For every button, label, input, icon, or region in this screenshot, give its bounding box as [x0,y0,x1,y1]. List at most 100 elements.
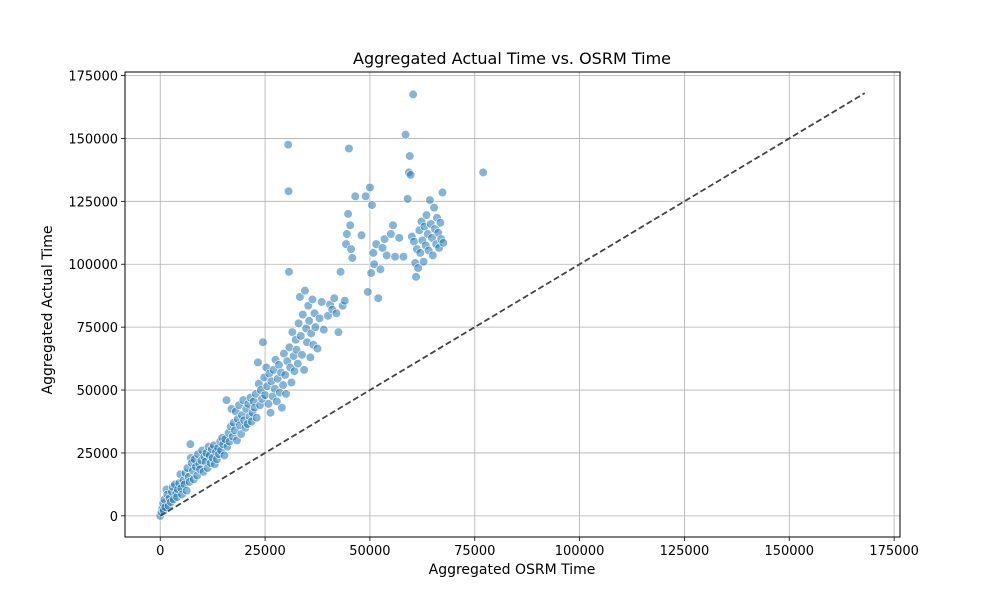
y-tick-label: 150000 [68,132,118,147]
data-point [295,292,305,302]
chart-title: Aggregated Actual Time vs. OSRM Time [353,49,671,68]
data-point [312,343,323,354]
data-point [303,301,313,311]
data-point [278,380,288,390]
data-point [356,230,367,240]
data-point [333,327,344,337]
x-tick-label: 0 [156,544,164,559]
data-point [344,143,354,154]
data-point [345,220,355,230]
data-point [305,352,315,362]
x-tick-label: 150000 [764,544,814,559]
data-point [304,316,314,326]
data-point [286,377,297,388]
data-point [293,359,303,369]
data-point [400,130,411,140]
data-point [263,399,274,409]
data-point [361,191,371,201]
data-point [274,360,284,370]
data-point [427,233,437,243]
data-point [428,250,438,261]
data-point [421,210,432,220]
data-point [365,182,375,193]
data-point [253,357,263,367]
data-point [437,187,448,198]
data-point [425,195,435,205]
y-tick-label: 100000 [68,258,118,273]
data-point [284,267,294,277]
data-point [415,248,425,258]
data-point [413,263,423,273]
x-tick-label: 175000 [869,544,919,559]
data-point [388,220,398,230]
data-point [369,259,379,269]
data-point [260,390,270,400]
reference-line [159,92,866,517]
data-point [232,435,242,445]
data-point [298,309,308,320]
data-point [342,229,352,239]
data-point [379,234,390,244]
data-point [182,486,192,496]
data-point [306,328,316,339]
data-point [280,370,290,380]
data-point [398,252,409,262]
y-tick-label: 75000 [77,321,118,336]
x-tick-label: 25000 [244,544,285,559]
data-point [411,272,421,282]
data-point [350,191,360,201]
data-point [281,389,291,399]
y-tick-label: 0 [110,510,118,525]
y-axis-ticks: 0 25000 50000 75000 100000 125000 150000 175000 [68,70,125,525]
data-point [346,244,356,254]
data-point [366,268,376,278]
data-point [478,167,488,177]
data-point [294,318,304,328]
y-tick-label: 50000 [77,384,118,399]
data-point [329,293,339,303]
data-point [405,151,415,161]
data-point [373,293,383,303]
data-point [367,200,377,210]
data-point [299,365,309,375]
data-point [279,348,289,359]
data-point [340,296,350,306]
x-axis-ticks: 0 25000 50000 75000 100000 125000 150000 175000 [156,537,919,559]
y-axis-label: Aggregated Actual Time [40,226,56,395]
data-point [343,209,353,219]
data-point [394,233,404,243]
data-point [347,253,357,263]
scatter-points [155,89,488,521]
data-point [296,331,306,341]
data-point [221,395,232,405]
data-point [375,264,385,274]
data-point [363,287,373,297]
data-point [252,413,262,423]
data-point [331,308,341,318]
x-tick-label: 125000 [660,544,710,559]
data-point [236,429,246,439]
data-point [377,243,388,253]
data-point [310,322,320,332]
data-point [277,403,287,413]
data-point [438,238,448,248]
data-point [418,257,429,267]
x-tick-label: 75000 [454,544,495,559]
data-point [317,297,327,307]
data-point [283,140,293,150]
data-point [219,450,229,461]
data-point [386,229,396,239]
data-point [272,396,282,406]
data-point [307,294,318,305]
y-tick-label: 125000 [68,195,118,210]
data-point [405,170,416,180]
y-tick-label: 175000 [68,70,118,85]
data-point [429,203,439,213]
data-point [382,250,392,261]
x-tick-label: 50000 [349,544,390,559]
data-point [335,267,346,277]
data-point [287,327,297,337]
data-point [314,313,325,323]
